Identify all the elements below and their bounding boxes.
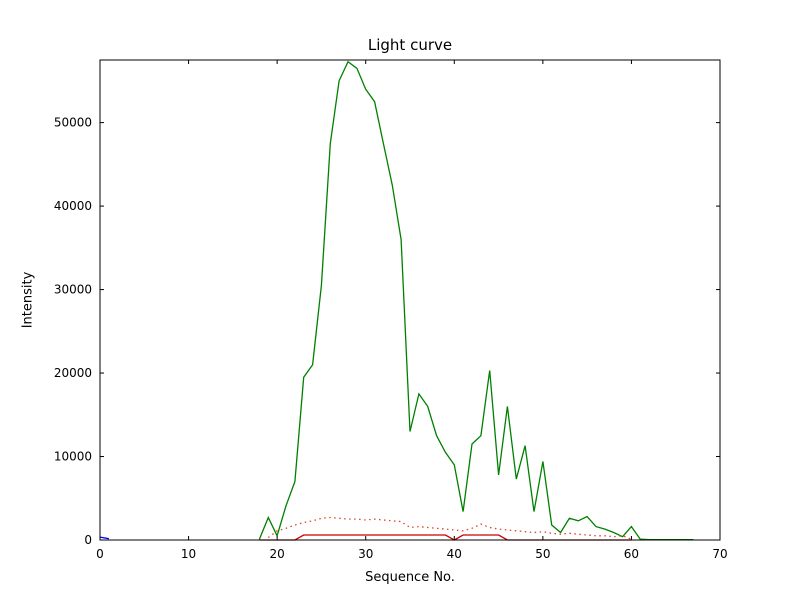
x-tick-label: 10 [181,547,196,561]
x-tick-label: 0 [96,547,104,561]
x-tick-label: 70 [712,547,727,561]
x-axis-label: Sequence No. [365,570,455,585]
y-tick-label: 20000 [54,366,92,380]
x-tick-label: 40 [447,547,462,561]
x-tick-label: 30 [358,547,373,561]
y-tick-label: 30000 [54,283,92,297]
y-tick-label: 50000 [54,116,92,130]
y-tick-label: 0 [84,533,92,547]
series-green-solid [258,60,694,541]
x-tick-label: 60 [624,547,639,561]
axes-frame [99,59,721,541]
x-tick-label: 50 [535,547,550,561]
y-tick-label: 10000 [54,450,92,464]
series-red-solid [259,534,632,541]
y-axis-label: Intensity [20,271,36,329]
y-tick-label: 40000 [54,199,92,213]
x-tick-label: 20 [270,547,285,561]
chart-title: Light curve [367,36,453,54]
series-blue-solid [99,536,110,540]
series-red-dotted [267,516,632,540]
